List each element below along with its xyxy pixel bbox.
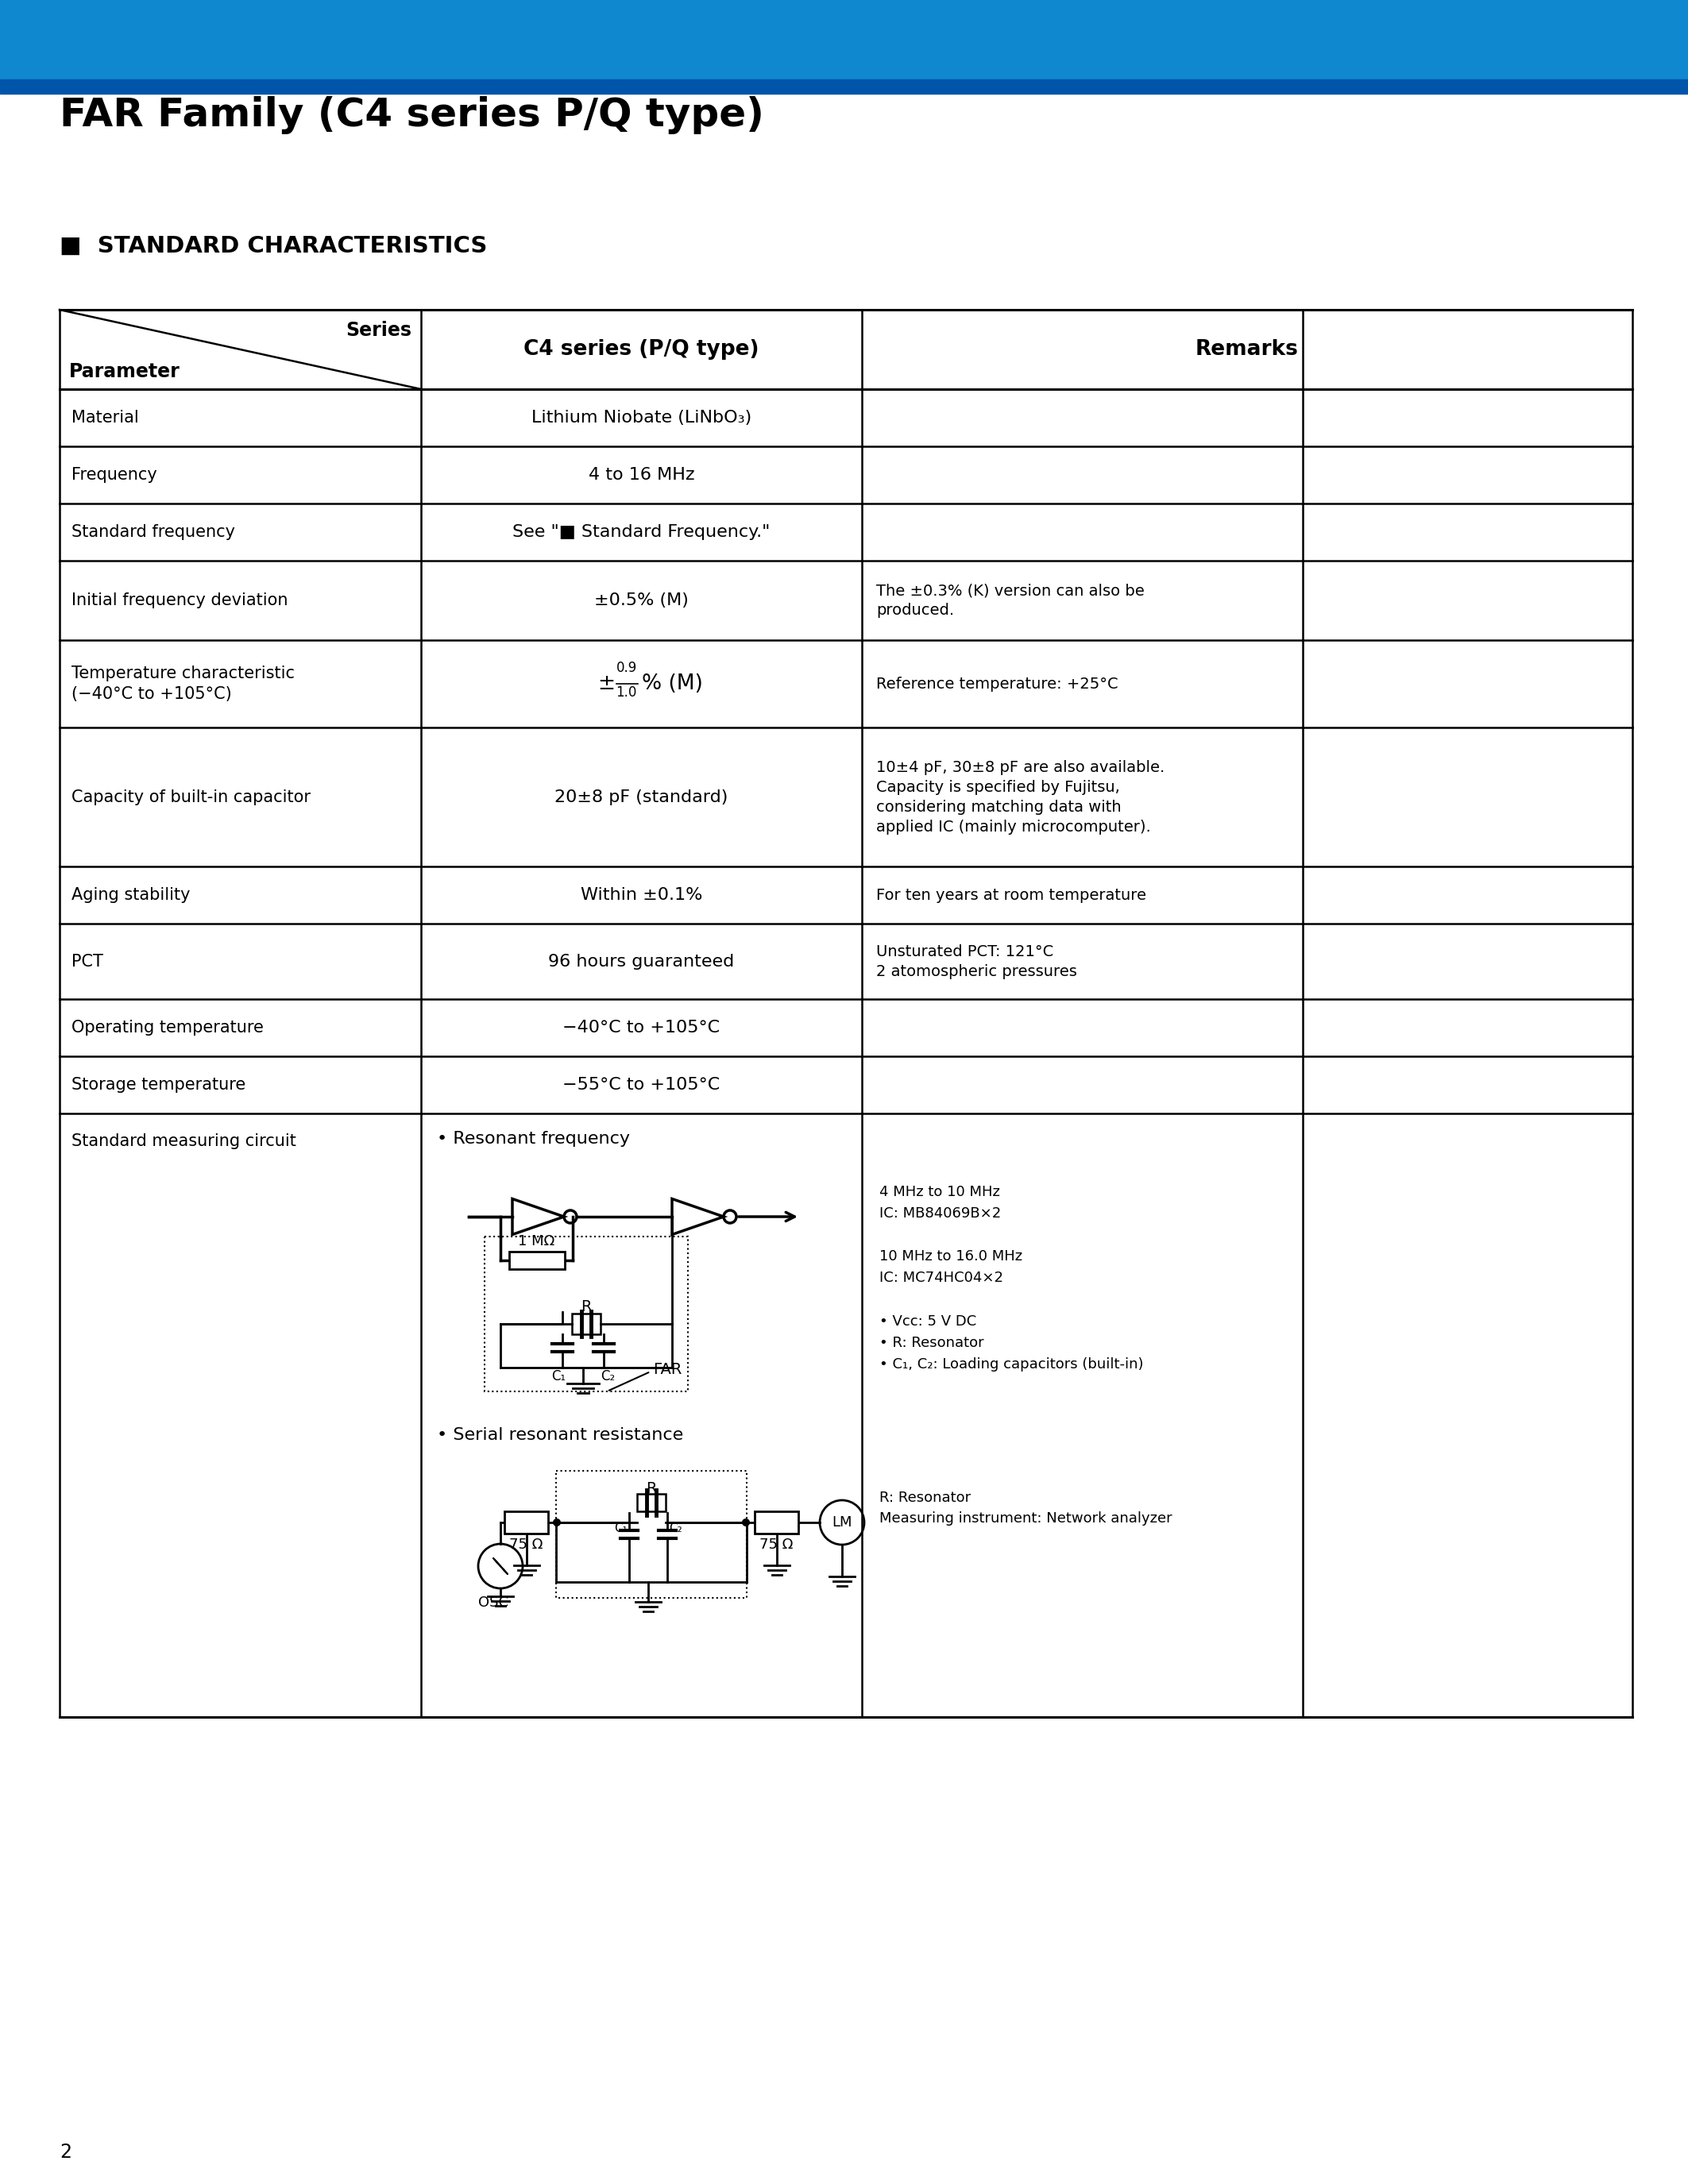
Text: 10±4 pF, 30±8 pF are also available.
Capacity is specified by Fujitsu,
consideri: 10±4 pF, 30±8 pF are also available. Cap… <box>876 760 1165 834</box>
Text: 96 hours guaranteed: 96 hours guaranteed <box>549 954 734 970</box>
Text: Reference temperature: +25°C: Reference temperature: +25°C <box>876 677 1117 692</box>
Text: • Resonant frequency: • Resonant frequency <box>437 1131 630 1147</box>
Text: R: R <box>581 1299 591 1315</box>
Text: Temperature characteristic
(−40°C to +105°C): Temperature characteristic (−40°C to +10… <box>71 666 295 703</box>
Text: C₂: C₂ <box>601 1369 614 1382</box>
Text: 75 Ω: 75 Ω <box>510 1538 544 1553</box>
Bar <box>508 1251 564 1269</box>
Text: See "■ Standard Frequency.": See "■ Standard Frequency." <box>513 524 770 539</box>
Text: Standard frequency: Standard frequency <box>71 524 235 539</box>
Text: ±: ± <box>598 673 614 695</box>
Text: Aging stability: Aging stability <box>71 887 191 902</box>
Text: R: R <box>647 1481 657 1496</box>
Text: Material: Material <box>71 411 138 426</box>
Bar <box>555 1470 746 1599</box>
Text: Within ±0.1%: Within ±0.1% <box>581 887 702 902</box>
Text: Lithium Niobate (LiNbO₃): Lithium Niobate (LiNbO₃) <box>532 411 751 426</box>
Text: 4 to 16 MHz: 4 to 16 MHz <box>589 467 694 483</box>
Text: The ±0.3% (K) version can also be
produced.: The ±0.3% (K) version can also be produc… <box>876 583 1144 618</box>
Text: C₁: C₁ <box>552 1369 565 1382</box>
Text: OSC: OSC <box>478 1597 508 1610</box>
Text: −55°C to +105°C: −55°C to +105°C <box>562 1077 721 1092</box>
Text: For ten years at room temperature: For ten years at room temperature <box>876 887 1146 902</box>
Text: Series: Series <box>346 321 412 341</box>
Text: −40°C to +105°C: −40°C to +105°C <box>562 1020 721 1035</box>
Text: Standard measuring circuit: Standard measuring circuit <box>71 1133 295 1149</box>
Text: 2: 2 <box>59 2143 71 2162</box>
Text: Unsturated PCT: 121°C
2 atomospheric pressures: Unsturated PCT: 121°C 2 atomospheric pre… <box>876 943 1077 978</box>
Text: 20±8 pF (standard): 20±8 pF (standard) <box>555 788 728 806</box>
Text: FAR Family (C4 series P/Q type): FAR Family (C4 series P/Q type) <box>59 96 765 133</box>
Text: ■  STANDARD CHARACTERISTICS: ■ STANDARD CHARACTERISTICS <box>59 236 488 258</box>
Text: PCT: PCT <box>71 954 103 970</box>
Circle shape <box>554 1518 560 1527</box>
Text: LM: LM <box>832 1516 852 1529</box>
Text: ±0.5% (M): ±0.5% (M) <box>594 592 689 609</box>
Text: Initial frequency deviation: Initial frequency deviation <box>71 592 289 609</box>
Bar <box>484 1236 689 1391</box>
Text: C₂: C₂ <box>668 1522 682 1533</box>
Text: % (M): % (M) <box>641 673 702 695</box>
Text: FAR: FAR <box>653 1361 682 1376</box>
Text: Remarks: Remarks <box>1195 339 1298 360</box>
Text: C4 series (P/Q type): C4 series (P/Q type) <box>523 339 760 360</box>
Text: 0.9: 0.9 <box>616 662 636 675</box>
Text: C₁: C₁ <box>614 1522 628 1533</box>
Text: Storage temperature: Storage temperature <box>71 1077 246 1092</box>
Text: 1 MΩ: 1 MΩ <box>518 1234 555 1249</box>
Text: Operating temperature: Operating temperature <box>71 1020 263 1035</box>
Bar <box>572 1313 601 1334</box>
Bar <box>0 0 1688 79</box>
Bar <box>636 1494 665 1511</box>
Bar <box>0 79 1688 94</box>
Text: Frequency: Frequency <box>71 467 157 483</box>
Text: R: Resonator
Measuring instrument: Network analyzer: R: Resonator Measuring instrument: Netwo… <box>879 1492 1171 1527</box>
Text: Capacity of built-in capacitor: Capacity of built-in capacitor <box>71 788 311 806</box>
Bar <box>505 1511 549 1533</box>
Circle shape <box>743 1518 749 1527</box>
Text: 4 MHz to 10 MHz
IC: MB84069B×2

10 MHz to 16.0 MHz
IC: MC74HC04×2

• Vcc: 5 V DC: 4 MHz to 10 MHz IC: MB84069B×2 10 MHz to… <box>879 1186 1143 1372</box>
Bar <box>755 1511 798 1533</box>
Text: Parameter: Parameter <box>69 363 181 382</box>
Text: 1.0: 1.0 <box>616 686 636 699</box>
Text: • Serial resonant resistance: • Serial resonant resistance <box>437 1426 684 1444</box>
Text: 75 Ω: 75 Ω <box>760 1538 793 1553</box>
